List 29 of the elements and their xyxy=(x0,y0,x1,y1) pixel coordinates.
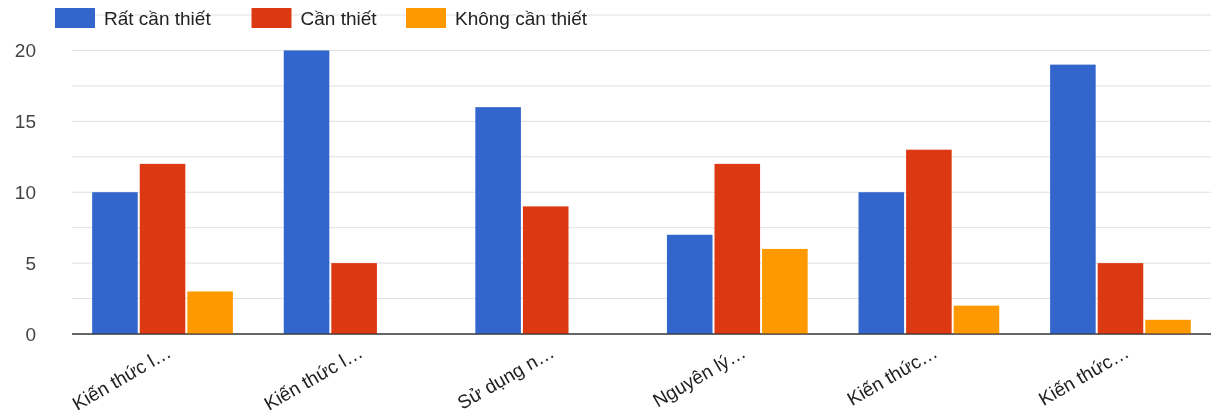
y-tick-label: 10 xyxy=(14,181,36,203)
y-tick-label: 15 xyxy=(14,110,36,132)
y-tick-label: 20 xyxy=(14,40,36,62)
legend-label: Rất cần thiết xyxy=(104,7,212,29)
bar xyxy=(858,192,905,334)
bar xyxy=(714,163,761,334)
bar xyxy=(906,149,952,334)
bar xyxy=(953,305,1000,334)
x-tick-label: Kiến thức l… xyxy=(68,341,175,415)
bar xyxy=(92,192,138,334)
bar xyxy=(1145,319,1191,334)
bar xyxy=(762,248,808,334)
legend-label: Cần thiết xyxy=(300,7,378,29)
bar xyxy=(1097,263,1144,334)
x-tick-label: Sử dụng n… xyxy=(453,341,558,414)
x-tick-label: Kiến thức… xyxy=(1035,341,1133,410)
y-tick-label: 5 xyxy=(25,252,36,274)
x-tick-label: Kiến thức l… xyxy=(260,341,367,415)
bar xyxy=(139,163,186,334)
legend-label: Không cần thiết xyxy=(455,7,588,29)
y-tick-label: 0 xyxy=(25,323,36,345)
bar xyxy=(187,291,233,334)
bar xyxy=(283,50,330,334)
x-tick-label: Kiến thức… xyxy=(843,341,941,410)
bar xyxy=(666,234,713,334)
bar xyxy=(331,263,377,334)
bar xyxy=(475,107,521,334)
bar xyxy=(1050,64,1096,334)
bar xyxy=(522,206,569,334)
